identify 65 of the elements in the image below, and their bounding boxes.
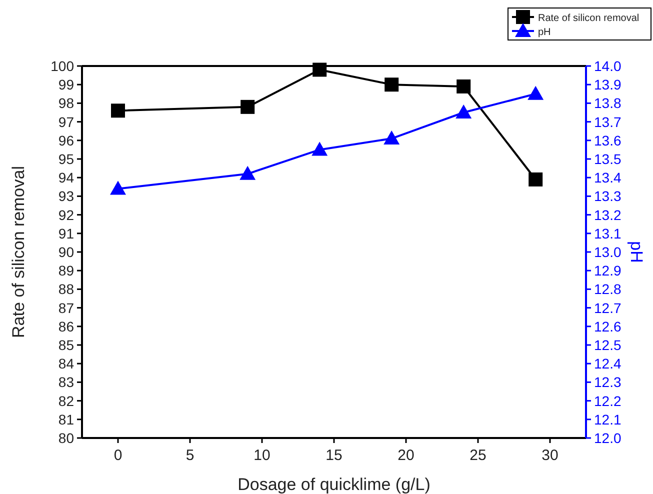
y2-tick-label: 12.2 — [594, 392, 622, 409]
y2-tick-label: 13.5 — [594, 151, 622, 167]
y2-tick-label: 12.4 — [594, 356, 622, 372]
y-tick-label: 96 — [58, 132, 74, 148]
y2-tick-label: 13.7 — [594, 114, 622, 130]
x-tick-label: 20 — [398, 447, 414, 464]
y2-tick-label: 13.3 — [594, 188, 622, 204]
x-tick-label: 5 — [186, 447, 194, 464]
y2-tick-label: 12.8 — [594, 281, 622, 298]
x-axis-title: Dosage of quicklime (g/L) — [238, 475, 430, 494]
y2-tick-label: 14.0 — [594, 58, 622, 74]
x-tick-label: 30 — [542, 447, 558, 464]
point — [312, 142, 328, 156]
y2-tick-label: 13.1 — [594, 225, 622, 242]
y-tick-label: 85 — [58, 337, 74, 353]
y2-tick-label: 13.6 — [594, 132, 622, 148]
y-tick-label: 92 — [58, 206, 74, 223]
y-tick-label: 81 — [58, 411, 74, 428]
y2-tick-label: 12.3 — [594, 374, 622, 390]
point — [240, 166, 256, 180]
y-tick-label: 94 — [58, 170, 74, 186]
y2-tick-label: 12.9 — [594, 262, 622, 279]
y-tick-label: 82 — [58, 392, 74, 409]
y2-tick-label: 13.8 — [594, 95, 622, 112]
y2-tick-label: 12.5 — [594, 337, 622, 353]
point — [456, 79, 471, 94]
legend-label: Rate of silicon removal — [538, 13, 640, 24]
y-tick-label: 86 — [58, 318, 74, 334]
y-tick-label: 90 — [58, 244, 74, 260]
y-tick-label: 99 — [58, 76, 74, 93]
y-tick-label: 93 — [58, 188, 74, 204]
y2-tick-label: 12.7 — [594, 300, 622, 316]
y-tick-label: 83 — [58, 374, 74, 390]
point — [528, 86, 544, 100]
y2-tick-label: 12.1 — [594, 411, 622, 428]
y2-tick-label: 13.4 — [594, 170, 622, 186]
y-tick-label: 95 — [58, 151, 74, 167]
point — [528, 172, 543, 186]
point — [384, 130, 400, 145]
y-tick-label: 88 — [58, 281, 74, 298]
point — [240, 100, 255, 114]
y2-tick-label: 13.9 — [594, 76, 622, 93]
y-tick-label: 91 — [58, 225, 74, 242]
x-tick-label: 10 — [254, 447, 270, 464]
x-tick-label: 15 — [326, 447, 342, 464]
y2-tick-label: 13.2 — [594, 206, 622, 223]
y-tick-label: 97 — [58, 114, 74, 130]
y-tick-label: 80 — [58, 430, 74, 446]
x-tick-label: 0 — [114, 447, 122, 464]
point — [456, 104, 472, 118]
y2-axis-title: pH — [627, 241, 646, 263]
y-tick-label: 89 — [58, 262, 74, 279]
point — [111, 104, 125, 118]
y2-tick-label: 12.6 — [594, 318, 622, 334]
y-tick-label: 87 — [58, 300, 74, 316]
point — [384, 78, 399, 92]
y-tick-label: 100 — [50, 58, 74, 74]
x-tick-label: 25 — [470, 447, 486, 464]
point — [110, 180, 126, 195]
y-tick-label: 84 — [58, 356, 74, 372]
y2-tick-label: 12.0 — [594, 430, 622, 446]
y-tick-label: 98 — [58, 95, 74, 112]
legend-label: pH — [538, 27, 551, 38]
y-axis-title: Rate of silicon removal — [9, 166, 28, 338]
y2-tick-label: 13.0 — [594, 244, 622, 260]
